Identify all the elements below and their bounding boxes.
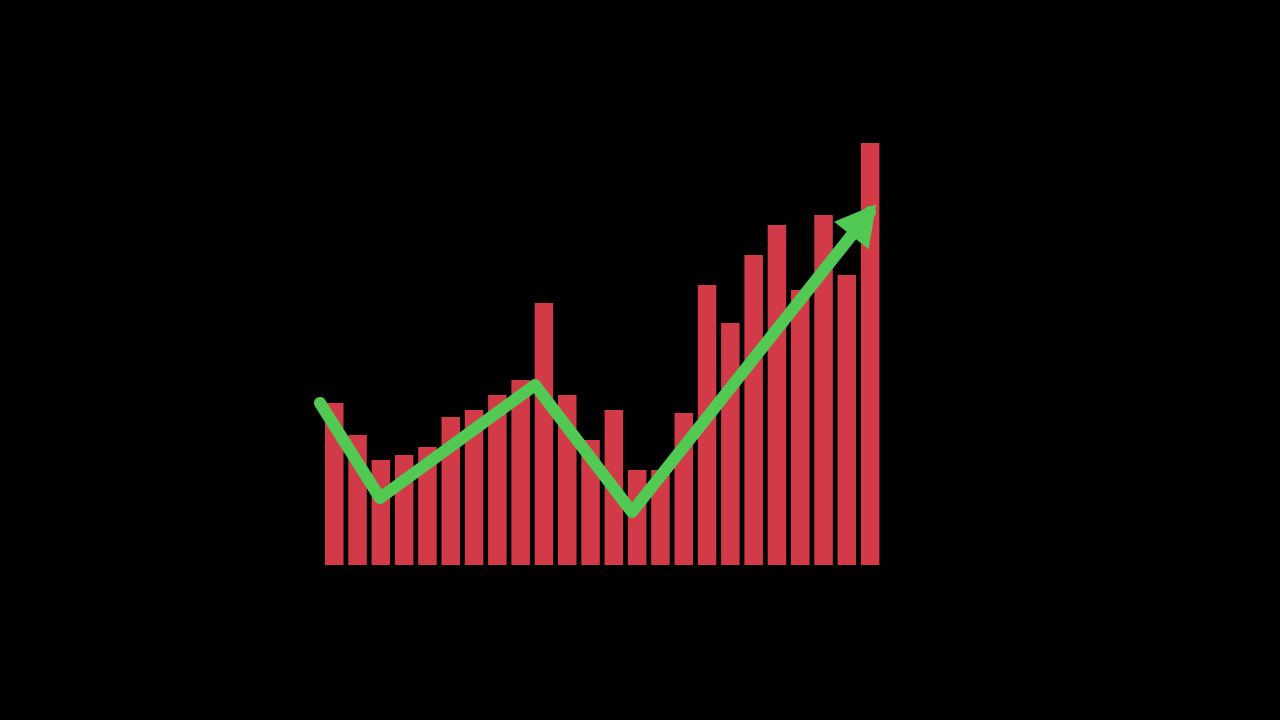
bar <box>372 460 391 565</box>
chart-canvas <box>0 0 1280 720</box>
bar <box>838 275 857 565</box>
bar <box>535 303 554 565</box>
bar <box>744 255 763 565</box>
bar <box>721 323 740 565</box>
growth-chart <box>0 0 1280 720</box>
bar <box>768 225 787 565</box>
bar <box>791 290 810 565</box>
bar <box>511 380 530 565</box>
chart-background <box>0 0 1280 720</box>
